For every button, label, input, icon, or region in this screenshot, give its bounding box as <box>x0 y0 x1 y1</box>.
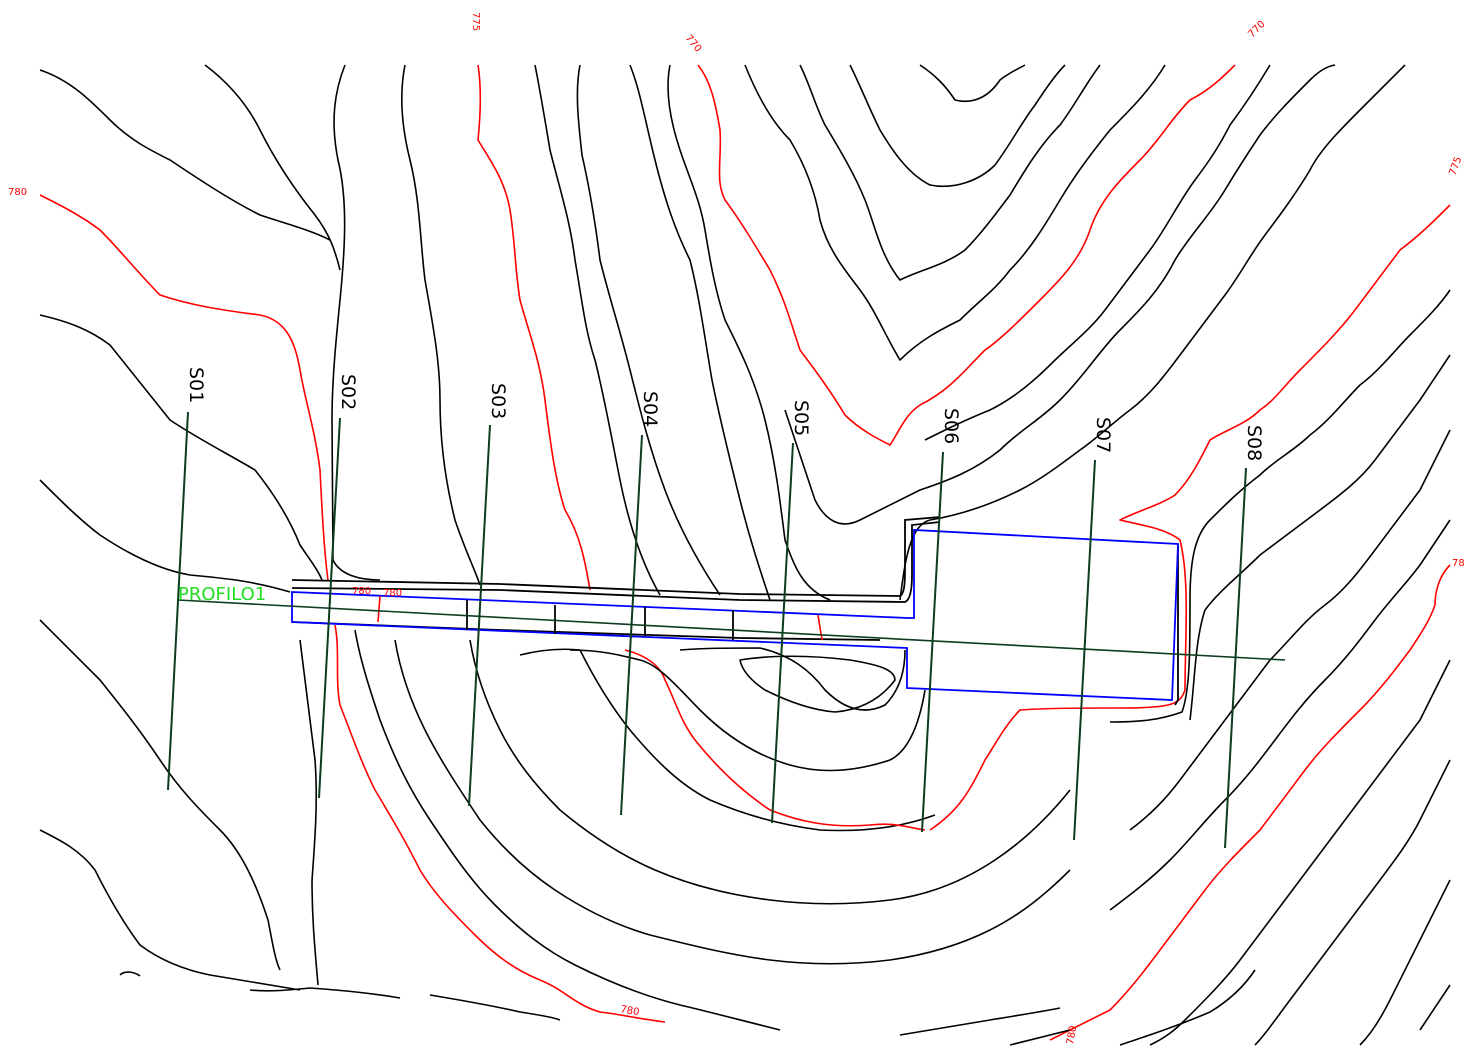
elevation-tick <box>377 595 381 623</box>
contour-line <box>39 479 291 593</box>
contour-line <box>744 64 1166 361</box>
section-lines <box>167 411 1247 849</box>
section-label-s05: S05 <box>790 400 812 436</box>
elevation-label: 775 <box>1447 155 1464 177</box>
contour-line <box>1419 984 1451 1031</box>
elevation-label: 780 <box>383 588 402 599</box>
contour-line <box>39 314 323 581</box>
section-label-s01: S01 <box>185 367 207 403</box>
contour-line <box>354 629 781 1031</box>
contour-line <box>519 648 936 832</box>
contour-line <box>784 64 1336 525</box>
section-label-s02: S02 <box>337 374 359 410</box>
section-label-s06: S06 <box>940 408 962 444</box>
contour-line <box>569 649 926 772</box>
elevation-ticks <box>377 595 823 641</box>
section-line-s02[interactable] <box>318 417 341 799</box>
section-line-s03[interactable] <box>468 424 491 807</box>
index-contour-775 <box>477 64 591 591</box>
index-contour-78-east <box>1049 564 1451 1041</box>
index-contour-770 <box>697 64 1236 446</box>
contour-line <box>919 64 1026 102</box>
contour-line <box>629 64 771 601</box>
index-contour-780 <box>39 194 329 581</box>
elevation-label: 780 <box>619 1004 640 1018</box>
cut-edge-north-outer <box>291 516 941 597</box>
contour-line <box>799 64 1101 281</box>
elevation-label: 775 <box>470 12 481 31</box>
contour-line <box>1109 519 1451 911</box>
contour-line <box>394 639 1071 965</box>
contour-line <box>1009 1029 1071 1046</box>
contour-line <box>204 64 341 271</box>
contour-line <box>1189 354 1451 721</box>
elevation-label: 780 <box>352 586 371 597</box>
contour-line <box>1109 289 1451 723</box>
elevation-label: 770 <box>683 33 704 55</box>
contour-line <box>739 655 896 713</box>
section-line-s06[interactable] <box>921 451 944 833</box>
section-line-s04[interactable] <box>620 434 643 816</box>
cut-edge-east <box>1174 545 1179 706</box>
contour-line <box>1149 659 1451 1046</box>
elevation-label: 780 <box>1065 1025 1079 1046</box>
section-line-s05[interactable] <box>771 442 794 824</box>
contour-line <box>1254 759 1451 1046</box>
section-label-s07: S07 <box>1092 417 1114 453</box>
contour-line <box>119 971 141 977</box>
contour-line <box>899 64 1406 601</box>
index-contour-780-basin <box>624 649 926 831</box>
elevation-label: 78 <box>1452 558 1465 569</box>
elevation-labels: 775 770 770 780 775 780 780 780 78 780 <box>8 12 1465 1046</box>
section-line-s01[interactable] <box>167 411 189 791</box>
contour-line <box>534 64 661 596</box>
index-contour-780-south <box>334 624 666 1023</box>
contour-line <box>299 639 319 986</box>
contour-line <box>39 69 331 241</box>
contour-line <box>1129 429 1451 831</box>
contour-line <box>469 639 1071 905</box>
contour-line <box>429 994 561 1021</box>
contour-line <box>667 64 831 601</box>
contour-line <box>1359 879 1451 1046</box>
contour-line <box>249 987 401 999</box>
section-labels: S01 S02 S03 S04 S05 S06 S07 S08 <box>185 367 1265 461</box>
contour-line <box>899 1007 1061 1036</box>
contour-lines <box>39 64 1451 1046</box>
profile-line <box>177 599 1286 661</box>
contour-line <box>1119 969 1256 1046</box>
contour-line <box>576 64 721 596</box>
section-label-s04: S04 <box>639 391 661 427</box>
cut-edge-south <box>291 621 881 641</box>
design-outline <box>291 529 1179 701</box>
section-label-s08: S08 <box>1243 425 1265 461</box>
contour-line <box>679 647 906 711</box>
section-line-s08[interactable] <box>1224 467 1247 849</box>
section-line-s07[interactable] <box>1073 459 1096 841</box>
cut-edge-north <box>291 521 941 603</box>
road-platform-outline <box>291 529 1179 701</box>
contour-line <box>39 829 301 991</box>
contour-line <box>849 64 1066 188</box>
contour-line <box>924 64 1271 441</box>
section-label-s03: S03 <box>487 383 509 419</box>
contour-line <box>400 64 481 586</box>
profile-label: PROFILO1 <box>178 584 266 605</box>
elevation-tick <box>817 614 823 641</box>
contour-line <box>331 64 381 581</box>
contour-line <box>39 619 281 971</box>
elevation-label: 780 <box>8 187 27 198</box>
index-contour-775-east <box>929 204 1451 831</box>
elevation-label: 770 <box>1246 19 1267 40</box>
